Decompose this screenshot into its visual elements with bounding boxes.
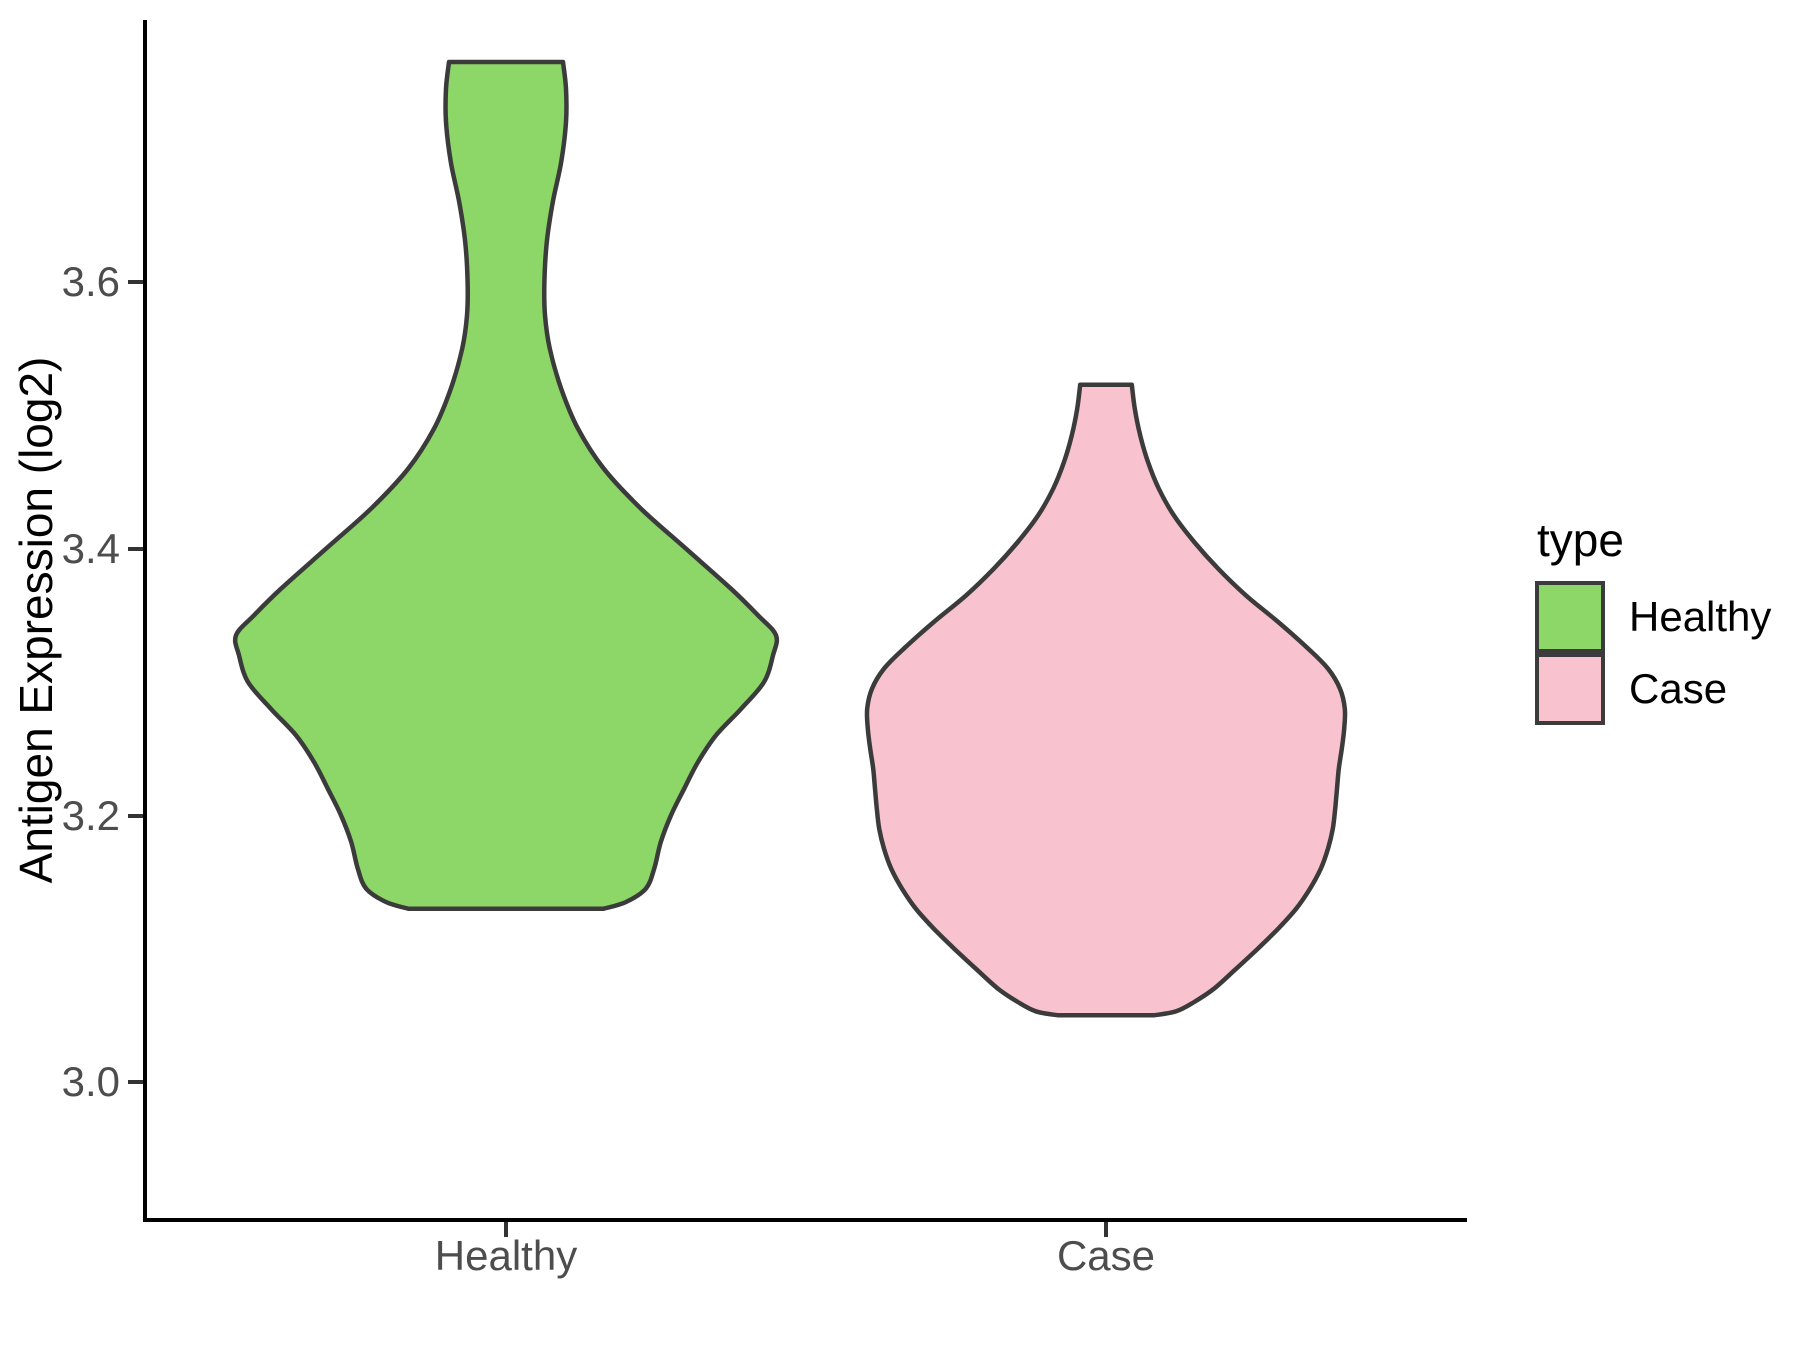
legend-key-case [1535,653,1605,725]
y-tick-label-3-2: 3.2 [62,792,120,839]
x-tick-label-healthy: Healthy [435,1232,577,1279]
y-tick-label-3-4: 3.4 [62,525,120,572]
violin-case [864,382,1348,1018]
legend-label-case: Case [1629,665,1727,712]
y-axis-title: Antigen Expression (log2) [10,357,62,884]
legend-label-healthy: Healthy [1629,593,1771,640]
y-tick-label-3-0: 3.0 [62,1058,120,1105]
legend-key-healthy [1535,581,1605,653]
x-tick-label-case: Case [1057,1232,1155,1279]
legend-title: type [1537,514,1624,566]
y-tick-label-3-6: 3.6 [62,258,120,305]
violin-healthy [232,59,780,911]
